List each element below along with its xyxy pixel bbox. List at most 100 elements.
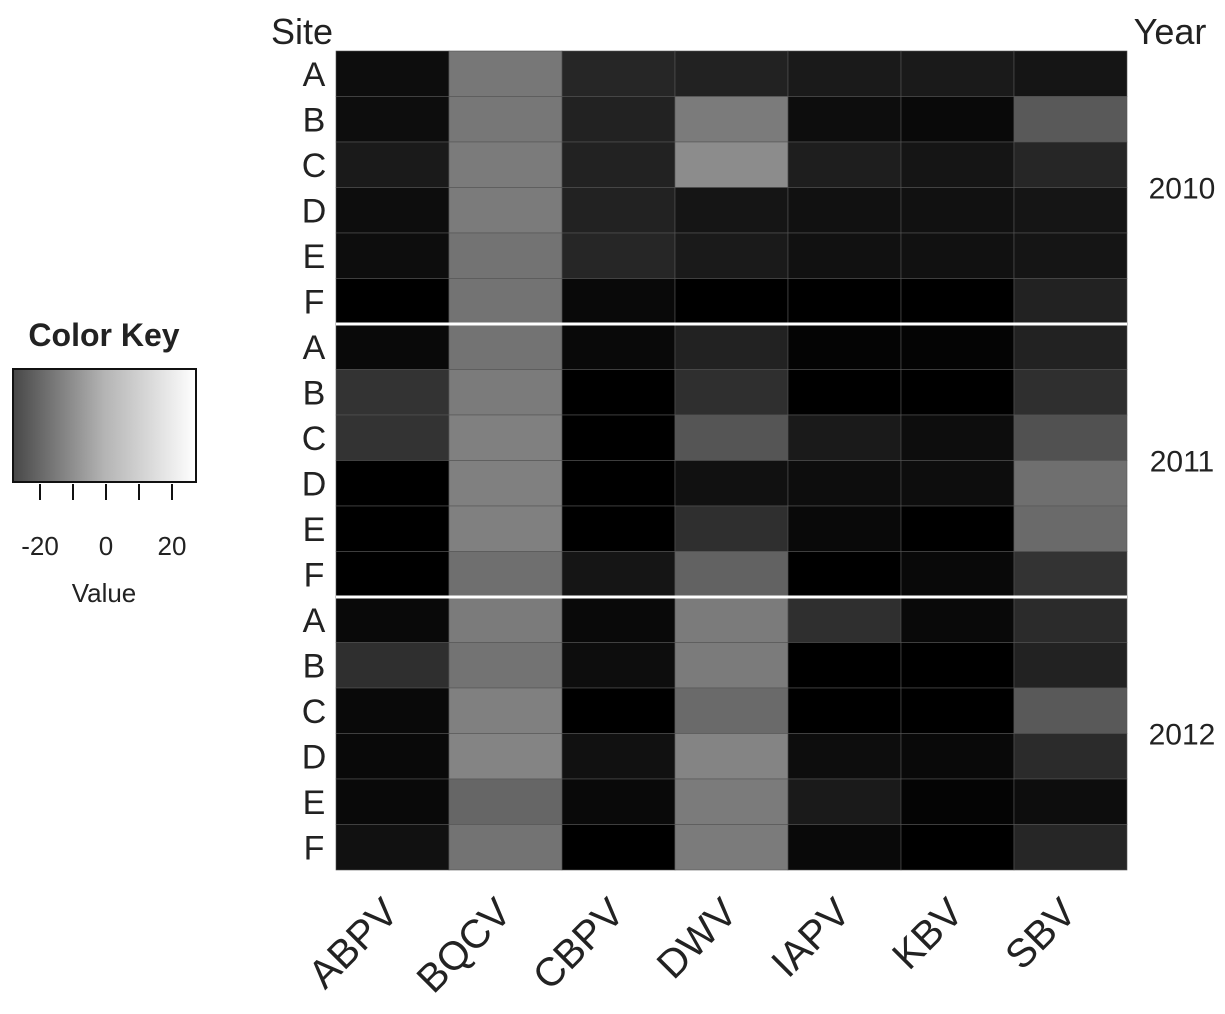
heatmap-cell bbox=[1013, 323, 1128, 370]
heatmap-cell bbox=[335, 369, 450, 416]
heatmap-cell bbox=[448, 187, 563, 234]
heatmap-cell bbox=[335, 141, 450, 188]
heatmap-cell bbox=[561, 596, 676, 643]
heatmap-cell bbox=[787, 824, 902, 871]
heatmap-cell bbox=[448, 278, 563, 325]
heatmap-cell bbox=[1013, 460, 1128, 507]
heatmap-cell bbox=[561, 642, 676, 689]
site-label: E bbox=[303, 238, 326, 276]
column-label: SBV bbox=[997, 890, 1085, 978]
heatmap-cell bbox=[448, 687, 563, 734]
column-label: KBV bbox=[884, 890, 972, 978]
heatmap-cell bbox=[561, 187, 676, 234]
heatmap-cell bbox=[335, 505, 450, 552]
heatmap-cell bbox=[1013, 687, 1128, 734]
heatmap-cell bbox=[335, 460, 450, 507]
heatmap-cell bbox=[674, 232, 789, 279]
heatmap-cell bbox=[787, 323, 902, 370]
heatmap-cell bbox=[674, 642, 789, 689]
site-label: D bbox=[302, 738, 327, 776]
heatmap-cell bbox=[900, 505, 1015, 552]
heatmap-cell bbox=[1013, 232, 1128, 279]
site-axis-title: Site bbox=[271, 11, 333, 52]
heatmap-cell bbox=[674, 323, 789, 370]
heatmap-cell bbox=[787, 687, 902, 734]
heatmap-cell bbox=[900, 323, 1015, 370]
year-label: 2012 bbox=[1149, 719, 1216, 752]
heatmap-cell bbox=[900, 50, 1015, 97]
heatmap-cell bbox=[674, 778, 789, 825]
color-key-gradient bbox=[12, 368, 197, 483]
heatmap-cell bbox=[674, 733, 789, 780]
heatmap-cell bbox=[561, 733, 676, 780]
site-label: D bbox=[302, 192, 327, 230]
heatmap-cell bbox=[1013, 733, 1128, 780]
heatmap-cell bbox=[900, 551, 1015, 598]
heatmap-cell bbox=[674, 96, 789, 143]
site-label: E bbox=[303, 784, 326, 822]
heatmap-cell bbox=[561, 778, 676, 825]
heatmap-cell bbox=[1013, 141, 1128, 188]
heatmap-cell bbox=[335, 824, 450, 871]
heatmap-cell bbox=[448, 778, 563, 825]
heatmap-cell bbox=[448, 369, 563, 416]
heatmap-cell bbox=[561, 414, 676, 461]
heatmap-cell bbox=[561, 50, 676, 97]
heatmap-cell bbox=[561, 687, 676, 734]
heatmap-cell bbox=[335, 414, 450, 461]
heatmap-cell bbox=[674, 369, 789, 416]
heatmap-cell bbox=[787, 96, 902, 143]
heatmap-cell bbox=[900, 687, 1015, 734]
color-key-tick-label: 20 bbox=[158, 531, 187, 561]
color-key-tick-label: -20 bbox=[21, 531, 59, 561]
heatmap-cell bbox=[1013, 278, 1128, 325]
heatmap-cell bbox=[1013, 414, 1128, 461]
heatmap-cell bbox=[335, 642, 450, 689]
heatmap-cell bbox=[448, 733, 563, 780]
heatmap-cell bbox=[335, 96, 450, 143]
site-label: B bbox=[303, 647, 326, 685]
heatmap-cell bbox=[787, 642, 902, 689]
heatmap-cell bbox=[448, 460, 563, 507]
heatmap-cells bbox=[335, 50, 1128, 871]
heatmap-cell bbox=[1013, 505, 1128, 552]
heatmap-cell bbox=[1013, 96, 1128, 143]
column-label: BQCV bbox=[409, 890, 520, 1001]
heatmap-cell bbox=[448, 323, 563, 370]
column-label: DWV bbox=[649, 890, 746, 987]
heatmap-cell bbox=[1013, 824, 1128, 871]
heatmap-cell bbox=[674, 460, 789, 507]
heatmap-cell bbox=[1013, 596, 1128, 643]
color-key-ticks: -20 0 20 bbox=[21, 484, 186, 561]
site-label: F bbox=[304, 283, 325, 321]
heatmap-cell bbox=[335, 187, 450, 234]
year-dividers bbox=[336, 322, 1127, 599]
heatmap-cell bbox=[674, 824, 789, 871]
heatmap-cell bbox=[561, 323, 676, 370]
heatmap-cell bbox=[561, 141, 676, 188]
year-label: 2011 bbox=[1150, 446, 1215, 479]
heatmap-cell bbox=[674, 687, 789, 734]
heatmap-cell bbox=[1013, 369, 1128, 416]
heatmap-cell bbox=[674, 278, 789, 325]
heatmap-cell bbox=[1013, 778, 1128, 825]
heatmap-cell bbox=[335, 232, 450, 279]
heatmap-cell bbox=[561, 369, 676, 416]
heatmap-cell bbox=[561, 824, 676, 871]
heatmap-cell bbox=[674, 50, 789, 97]
year-axis-title: Year bbox=[1134, 11, 1207, 52]
heatmap-cell bbox=[561, 96, 676, 143]
heatmap-cell bbox=[674, 505, 789, 552]
column-label: CBPV bbox=[525, 890, 633, 998]
site-label: C bbox=[302, 420, 327, 458]
heatmap-cell bbox=[448, 414, 563, 461]
site-label: C bbox=[302, 147, 327, 185]
heatmap-cell bbox=[900, 141, 1015, 188]
heatmap-cell bbox=[674, 596, 789, 643]
heatmap-cell bbox=[787, 505, 902, 552]
heatmap-cell bbox=[561, 460, 676, 507]
site-label: C bbox=[302, 693, 327, 731]
site-label: B bbox=[303, 101, 326, 139]
heatmap-cell bbox=[335, 551, 450, 598]
